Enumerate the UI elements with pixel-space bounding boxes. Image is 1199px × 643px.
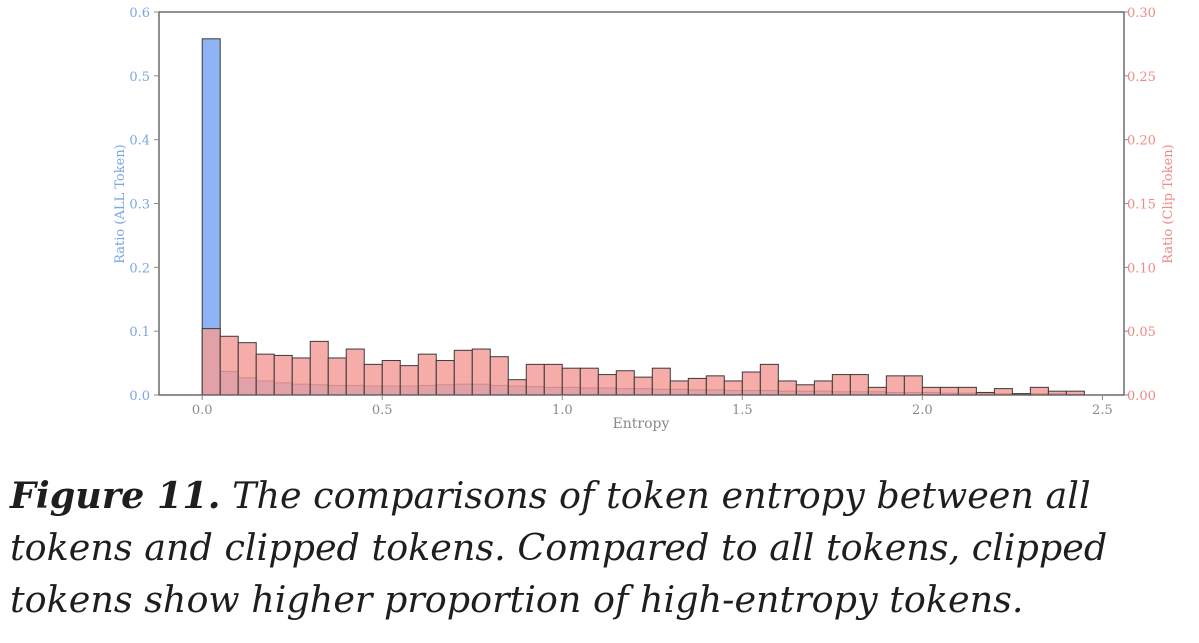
clip-token-bar-29 xyxy=(723,380,743,396)
clip-token-bar-1 xyxy=(219,335,239,396)
right-y-tick-label: 0.30 xyxy=(1127,6,1156,21)
clip-token-bar-40 xyxy=(921,386,941,396)
clip-token-bar-3 xyxy=(255,353,275,396)
clip-token-bar-41 xyxy=(939,386,959,396)
clip-token-bar-39 xyxy=(903,375,923,396)
clip-token-bar-13 xyxy=(435,360,455,396)
left-y-tick-label: 0.0 xyxy=(129,389,150,404)
left-y-tick-label: 0.2 xyxy=(129,261,150,276)
clip-token-bar-46 xyxy=(1029,386,1049,396)
clip-token-bar-17 xyxy=(507,379,527,396)
clip-token-bar-27 xyxy=(687,377,707,396)
x-tick-label: 0.0 xyxy=(192,403,213,418)
left-y-tick-label: 0.3 xyxy=(129,198,150,213)
clip-token-bar-31 xyxy=(759,363,779,396)
clip-token-bar-26 xyxy=(669,380,689,396)
clip-token-bar-38 xyxy=(885,375,905,396)
clip-token-bar-34 xyxy=(813,380,833,396)
clip-token-bar-2 xyxy=(237,342,257,396)
clip-token-bar-12 xyxy=(417,353,437,396)
clip-token-bar-35 xyxy=(831,374,851,396)
clip-token-bar-6 xyxy=(309,340,329,396)
x-tick-label: 2.0 xyxy=(912,403,933,418)
clip-token-bar-20 xyxy=(561,367,581,396)
caption-text: The comparisons of token entropy between… xyxy=(10,474,1108,621)
left-y-tick-label: 0.6 xyxy=(129,6,150,21)
x-tick-label: 2.5 xyxy=(1092,403,1113,418)
clip-token-bar-18 xyxy=(525,363,545,396)
clip-token-bar-7 xyxy=(327,357,347,396)
left-y-tick-label: 0.1 xyxy=(129,325,150,340)
figure-caption: Figure 11. The comparisons of token entr… xyxy=(10,470,1195,626)
x-tick-label: 1.0 xyxy=(552,403,573,418)
axis-ticks: 0.0 0.5 1.0 1.5 2.0 2.5 0.0 0.1 0.2 0.3 0.4 0.5 0.6 0… xyxy=(129,6,1156,418)
x-tick-label: 1.5 xyxy=(732,403,753,418)
clip-token-bar-30 xyxy=(741,371,761,396)
clip-token-bar-23 xyxy=(615,370,635,396)
right-y-tick-label: 0.25 xyxy=(1127,70,1156,85)
clip-token-bar-5 xyxy=(291,357,311,396)
right-y-tick-label: 0.00 xyxy=(1127,389,1156,404)
plot-frame xyxy=(158,11,1125,396)
clip-token-bar-0 xyxy=(201,328,221,396)
clip-token-bar-32 xyxy=(777,380,797,396)
clip-token-bar-10 xyxy=(381,360,401,396)
left-y-tick-label: 0.4 xyxy=(129,134,150,149)
entropy-histogram-chart: 0.0 0.5 1.0 1.5 2.0 2.5 0.0 0.1 0.2 0.3 0.4 0.5 0.6 0… xyxy=(113,6,1176,432)
clip-token-bar-28 xyxy=(705,375,725,396)
clip-token-bar-11 xyxy=(399,365,419,396)
clip-token-bar-36 xyxy=(849,374,869,396)
left-y-tick-label: 0.5 xyxy=(129,70,150,85)
clip-token-bar-24 xyxy=(633,376,653,396)
left-y-axis-label: Ratio (ALL Token) xyxy=(113,144,128,264)
clip-token-bar-8 xyxy=(345,348,365,396)
right-y-tick-label: 0.15 xyxy=(1127,198,1156,213)
clip-token-bar-21 xyxy=(579,367,599,396)
clip-token-bar-22 xyxy=(597,374,617,396)
right-y-tick-label: 0.20 xyxy=(1127,134,1156,149)
clip-token-bar-33 xyxy=(795,384,815,396)
clip-token-bar-9 xyxy=(363,363,383,396)
clip-token-bar-15 xyxy=(471,348,491,396)
clip-token-bar-42 xyxy=(957,386,977,396)
clip-token-bar-16 xyxy=(489,356,509,396)
clip-token-bar-14 xyxy=(453,349,473,396)
clip-token-bar-44 xyxy=(993,388,1013,396)
clip-token-bar-19 xyxy=(543,363,563,396)
clip-token-bar-4 xyxy=(273,354,293,396)
right-y-axis-label: Ratio (Clip Token) xyxy=(1161,144,1176,263)
clip-token-bars xyxy=(201,328,1085,396)
all-token-bars xyxy=(201,38,1085,396)
clip-token-bar-25 xyxy=(651,367,671,396)
right-y-tick-label: 0.05 xyxy=(1127,325,1156,340)
right-y-tick-label: 0.10 xyxy=(1127,261,1156,276)
figure-number: Figure 11. xyxy=(10,474,221,517)
x-tick-label: 0.5 xyxy=(372,403,393,418)
clip-token-bar-37 xyxy=(867,386,887,396)
x-axis-label: Entropy xyxy=(613,416,670,432)
